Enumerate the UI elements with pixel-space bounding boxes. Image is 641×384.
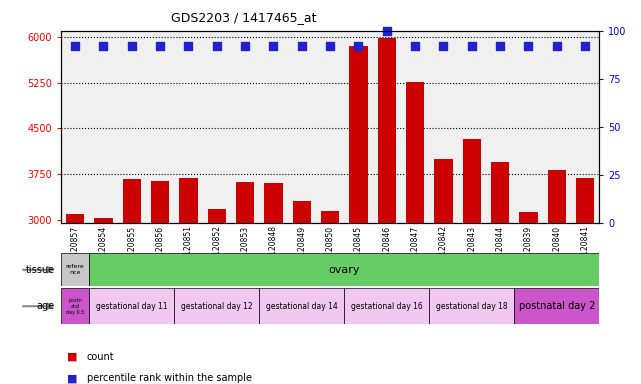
Text: tissue: tissue [26,265,54,275]
Text: gestational day 11: gestational day 11 [96,302,167,311]
Point [127,43,137,49]
Text: gestational day 16: gestational day 16 [351,302,422,311]
Text: count: count [87,352,114,362]
Point [155,43,165,49]
Bar [208,209,226,223]
Point [98,43,108,49]
Text: gestational day 14: gestational day 14 [266,302,338,311]
Text: refere
nce: refere nce [65,264,85,275]
Bar [61,288,89,324]
Bar [491,162,510,223]
Bar [89,288,174,324]
Bar [434,159,453,223]
Bar [547,170,566,223]
Bar [259,288,344,324]
Bar [174,288,259,324]
Point [325,43,335,49]
Bar [122,179,141,223]
Text: ■: ■ [67,373,78,383]
Bar [406,82,424,223]
Point [70,43,80,49]
Point [183,43,194,49]
Point [212,43,222,49]
Text: gestational day 12: gestational day 12 [181,302,253,311]
Bar [519,212,538,223]
Text: postn
atal
day 0.5: postn atal day 0.5 [66,298,84,314]
Point [438,43,449,49]
Point [381,28,392,34]
Bar [514,288,599,324]
Text: gestational day 18: gestational day 18 [436,302,508,311]
Text: percentile rank within the sample: percentile rank within the sample [87,373,251,383]
Bar [344,288,429,324]
Bar [576,178,594,223]
Text: postnatal day 2: postnatal day 2 [519,301,595,311]
Point [552,43,562,49]
Bar [151,180,169,223]
Point [495,43,505,49]
Point [410,43,420,49]
Text: ■: ■ [67,352,78,362]
Bar [61,253,89,286]
Bar [236,182,254,223]
Text: GDS2203 / 1417465_at: GDS2203 / 1417465_at [171,12,316,25]
Bar [94,218,113,223]
Bar [264,183,283,223]
Bar [429,288,514,324]
Point [297,43,307,49]
Bar [378,38,396,223]
Bar [179,178,197,223]
Bar [292,201,311,223]
Point [523,43,533,49]
Point [580,43,590,49]
Text: ovary: ovary [329,265,360,275]
Bar [321,210,339,223]
Bar [66,214,84,223]
Point [353,43,363,49]
Bar [463,139,481,223]
Point [269,43,279,49]
Point [467,43,477,49]
Text: age: age [37,301,54,311]
Point [240,43,250,49]
Bar [349,46,368,223]
